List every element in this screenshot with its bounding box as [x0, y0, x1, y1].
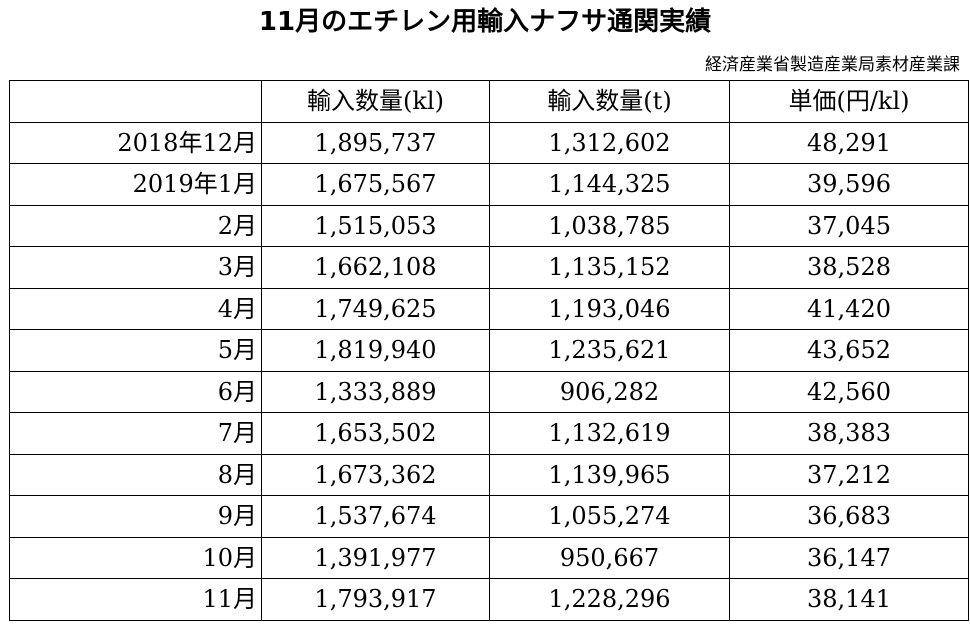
volume-t-cell: 1,235,621: [489, 329, 730, 372]
column-header-volume-t: 輸入数量(t): [489, 80, 730, 123]
table-header-row: 輸入数量(kl) 輸入数量(t) 単価(円/kl): [9, 80, 969, 123]
volume-t-cell: 906,282: [489, 370, 730, 413]
volume-t-cell: 1,193,046: [489, 287, 730, 330]
period-cell: 10月: [9, 536, 262, 579]
unit-price-cell: 38,141: [729, 578, 969, 621]
page-title: 11月のエチレン用輸入ナフサ通関実績: [258, 7, 712, 37]
volume-kl-cell: 1,333,889: [261, 370, 490, 413]
volume-kl-cell: 1,391,977: [261, 536, 490, 579]
volume-t-cell: 1,135,152: [489, 246, 730, 289]
period-cell: 5月: [9, 329, 262, 372]
table-row: 2018年12月 1,895,737 1,312,602 48,291: [9, 121, 969, 164]
unit-price-cell: 38,383: [729, 412, 969, 455]
unit-price-cell: 37,045: [729, 204, 969, 247]
volume-kl-cell: 1,819,940: [261, 329, 490, 372]
volume-kl-cell: 1,793,917: [261, 578, 490, 621]
volume-t-cell: 1,312,602: [489, 121, 730, 164]
volume-kl-cell: 1,749,625: [261, 287, 490, 330]
table-row: 11月 1,793,917 1,228,296 38,141: [9, 578, 969, 621]
unit-price-cell: 38,528: [729, 246, 969, 289]
table-row: 8月 1,673,362 1,139,965 37,212: [9, 453, 969, 496]
volume-t-cell: 950,667: [489, 536, 730, 579]
volume-t-cell: 1,139,965: [489, 453, 730, 496]
source-note: 経済産業省製造産業局素材産業課: [705, 55, 960, 75]
period-cell: 9月: [9, 495, 262, 538]
table-row: 3月 1,662,108 1,135,152 38,528: [9, 246, 969, 289]
volume-t-cell: 1,228,296: [489, 578, 730, 621]
table-row: 9月 1,537,674 1,055,274 36,683: [9, 495, 969, 538]
unit-price-cell: 36,683: [729, 495, 969, 538]
table-row: 2019年1月 1,675,567 1,144,325 39,596: [9, 163, 969, 206]
unit-price-cell: 43,652: [729, 329, 969, 372]
table-row: 7月 1,653,502 1,132,619 38,383: [9, 412, 969, 455]
period-cell: 11月: [9, 578, 262, 621]
column-header-period: [9, 80, 262, 123]
table-row: 5月 1,819,940 1,235,621 43,652: [9, 329, 969, 372]
table-row: 2月 1,515,053 1,038,785 37,045: [9, 204, 969, 247]
volume-kl-cell: 1,515,053: [261, 204, 490, 247]
volume-t-cell: 1,038,785: [489, 204, 730, 247]
volume-kl-cell: 1,537,674: [261, 495, 490, 538]
volume-t-cell: 1,055,274: [489, 495, 730, 538]
volume-kl-cell: 1,653,502: [261, 412, 490, 455]
volume-t-cell: 1,144,325: [489, 163, 730, 206]
table-body: 2018年12月 1,895,737 1,312,602 48,291 2019年1月 1…: [9, 121, 969, 621]
naphtha-import-table: 輸入数量(kl) 輸入数量(t) 単価(円/kl) 2018年12月 1,895,…: [9, 80, 969, 621]
unit-price-cell: 39,596: [729, 163, 969, 206]
volume-kl-cell: 1,675,567: [261, 163, 490, 206]
period-cell: 8月: [9, 453, 262, 496]
period-cell: 2019年1月: [9, 163, 262, 206]
unit-price-cell: 37,212: [729, 453, 969, 496]
volume-kl-cell: 1,895,737: [261, 121, 490, 164]
table-row: 4月 1,749,625 1,193,046 41,420: [9, 287, 969, 330]
volume-t-cell: 1,132,619: [489, 412, 730, 455]
column-header-volume-kl: 輸入数量(kl): [261, 80, 490, 123]
unit-price-cell: 36,147: [729, 536, 969, 579]
period-cell: 7月: [9, 412, 262, 455]
table-row: 10月 1,391,977 950,667 36,147: [9, 536, 969, 579]
column-header-unit-price: 単価(円/kl): [729, 80, 969, 123]
period-cell: 6月: [9, 370, 262, 413]
volume-kl-cell: 1,662,108: [261, 246, 490, 289]
period-cell: 4月: [9, 287, 262, 330]
volume-kl-cell: 1,673,362: [261, 453, 490, 496]
period-cell: 2018年12月: [9, 121, 262, 164]
period-cell: 3月: [9, 246, 262, 289]
unit-price-cell: 41,420: [729, 287, 969, 330]
unit-price-cell: 48,291: [729, 121, 969, 164]
table-row: 6月 1,333,889 906,282 42,560: [9, 370, 969, 413]
unit-price-cell: 42,560: [729, 370, 969, 413]
period-cell: 2月: [9, 204, 262, 247]
